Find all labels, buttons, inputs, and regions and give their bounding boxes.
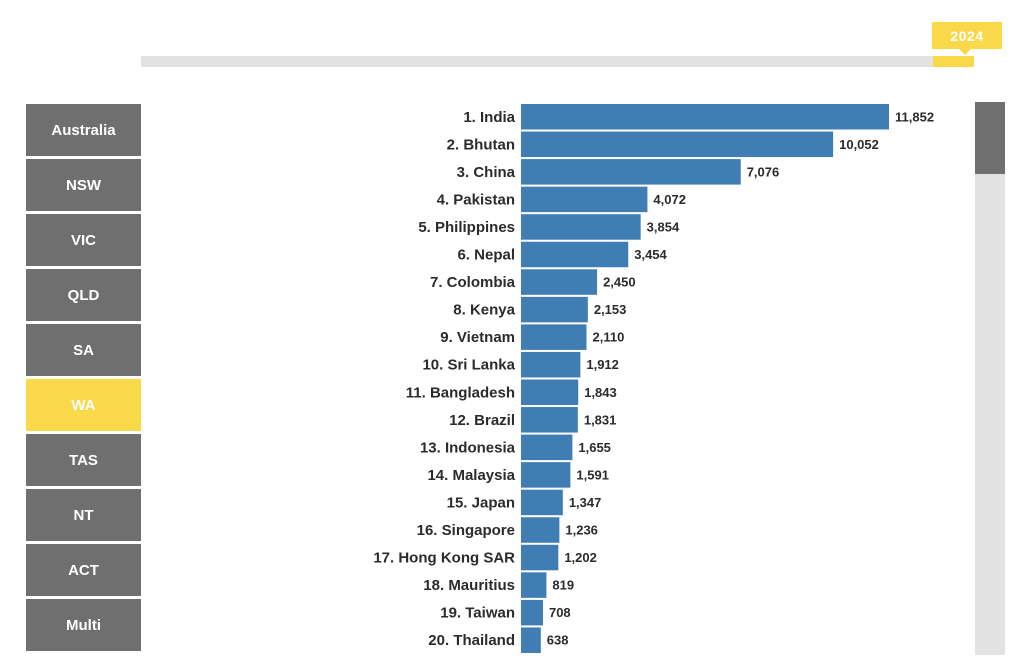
category-label-7: 7. Colombia [430,274,516,291]
region-button-act[interactable]: ACT [26,544,141,596]
value-label-1: 11,852 [895,109,934,124]
bar-4[interactable] [521,186,648,213]
category-label-3: 3. China [457,164,516,181]
value-label-12: 1,831 [584,412,617,427]
scrollbar-track[interactable] [975,102,1005,655]
value-label-9: 2,110 [593,330,625,345]
region-button-australia[interactable]: Australia [26,104,141,156]
bar-3[interactable] [521,159,741,185]
category-label-9: 9. Vietnam [440,329,515,346]
value-label-17: 1,202 [564,550,597,565]
year-badge[interactable]: 2024 [932,22,1002,55]
bar-12[interactable] [521,407,578,433]
category-label-11: 11. Bangladesh [406,384,515,401]
category-label-1: 1. India [463,109,515,126]
category-label-18: 18. Mauritius [423,577,515,594]
bar-2[interactable] [521,131,834,158]
category-label-20: 20. Thailand [428,632,515,649]
value-label-7: 2,450 [603,275,636,290]
timeline-slider-handle[interactable] [933,56,974,67]
bar-7[interactable] [521,269,598,295]
region-button-tas[interactable]: TAS [26,434,141,486]
category-label-5: 5. Philippines [418,219,515,236]
category-label-14: 14. Malaysia [427,467,515,484]
value-label-4: 4,072 [653,192,686,207]
timeline-slider-track[interactable] [141,56,974,67]
bar-5[interactable] [521,214,641,240]
category-label-19: 19. Taiwan [440,605,515,622]
value-label-8: 2,153 [594,302,627,317]
bar-20[interactable] [521,627,541,653]
bar-1[interactable] [521,104,889,130]
value-label-5: 3,854 [647,219,680,234]
value-label-15: 1,347 [569,495,602,510]
category-label-15: 15. Japan [447,494,515,511]
bar-17[interactable] [521,544,559,571]
bar-14[interactable] [521,462,571,488]
region-button-nt[interactable]: NT [26,489,141,541]
bar-9[interactable] [521,324,587,350]
region-nav: Australia NSW VIC QLD SA WA TAS NT ACT Multi [26,104,141,654]
category-label-16: 16. Singapore [417,522,515,539]
value-label-19: 708 [549,605,571,620]
category-label-13: 13. Indonesia [420,439,516,456]
region-button-wa[interactable]: WA [26,379,141,431]
bar-6[interactable] [521,241,629,268]
value-label-13: 1,655 [578,440,611,455]
category-label-6: 6. Nepal [457,247,515,264]
value-label-3: 7,076 [747,164,780,179]
category-label-10: 10. Sri Lanka [422,357,515,374]
value-label-14: 1,591 [576,467,609,482]
region-button-multi[interactable]: Multi [26,599,141,651]
bar-10[interactable] [521,351,581,378]
category-label-4: 4. Pakistan [437,191,515,208]
value-label-18: 819 [552,578,574,593]
bar-18[interactable] [521,572,547,598]
bar-11[interactable] [521,379,579,406]
bar-13[interactable] [521,434,573,461]
value-label-6: 3,454 [634,247,667,262]
region-button-sa[interactable]: SA [26,324,141,376]
bar-16[interactable] [521,517,560,543]
value-label-10: 1,912 [586,357,619,372]
category-label-2: 2. Bhutan [447,136,515,153]
bar-15[interactable] [521,489,563,516]
category-label-8: 8. Kenya [453,302,515,319]
category-label-12: 12. Brazil [449,412,515,429]
bar-8[interactable] [521,296,588,323]
value-label-11: 1,843 [584,385,617,400]
value-label-16: 1,236 [565,523,598,538]
region-button-nsw[interactable]: NSW [26,159,141,211]
region-button-vic[interactable]: VIC [26,214,141,266]
region-button-qld[interactable]: QLD [26,269,141,321]
scrollbar-thumb[interactable] [975,102,1005,174]
value-label-2: 10,052 [839,137,879,152]
category-label-17: 17. Hong Kong SAR [373,550,515,567]
value-label-20: 638 [547,633,569,648]
bar-19[interactable] [521,599,543,626]
